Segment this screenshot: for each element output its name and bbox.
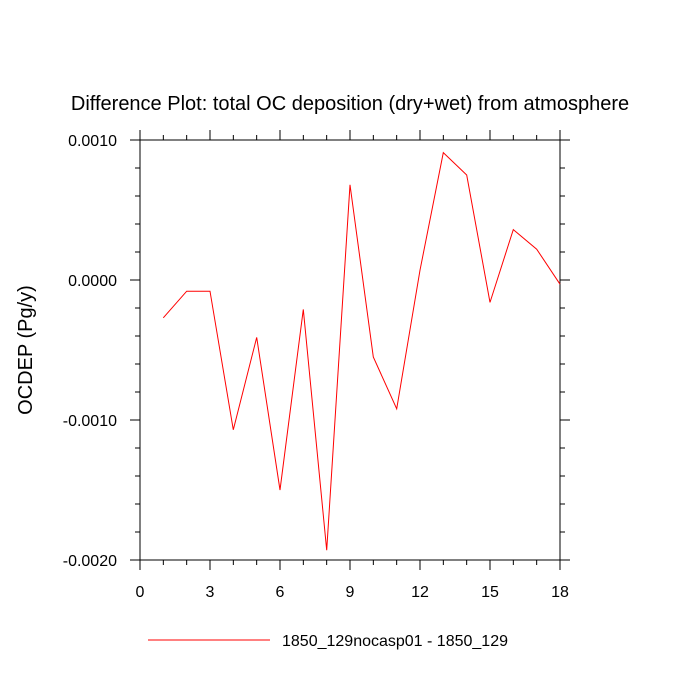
legend-label: 1850_129nocasp01 - 1850_129 — [282, 633, 508, 650]
x-tick-label: 9 — [346, 584, 355, 601]
legend: 1850_129nocasp01 - 1850_129 — [148, 633, 508, 650]
x-tick-label: 15 — [481, 584, 499, 601]
y-tick-label: 0.0000 — [68, 273, 117, 290]
plot-axes — [139, 139, 561, 561]
y-tick-label: -0.0020 — [63, 553, 117, 570]
chart-title: Difference Plot: total OC deposition (dr… — [71, 93, 629, 115]
x-tick-label: 0 — [136, 584, 145, 601]
y-tick-label: -0.0010 — [63, 413, 117, 430]
y-axis-label: OCDEP (Pg/y) — [15, 285, 37, 415]
x-tick-label: 3 — [206, 584, 215, 601]
axis-tick-labels: 0 3 6 9 12 15 18 -0.0020 -0.0010 0.0000 0.0010 — [63, 133, 569, 601]
x-tick-label: 6 — [276, 584, 285, 601]
series-line — [162, 151, 561, 551]
data-series — [162, 151, 561, 551]
plot-frame — [139, 139, 561, 561]
axis-ticks — [130, 130, 570, 570]
x-tick-label: 18 — [551, 584, 569, 601]
y-tick-label: 0.0010 — [68, 133, 117, 150]
x-tick-label: 12 — [411, 584, 429, 601]
